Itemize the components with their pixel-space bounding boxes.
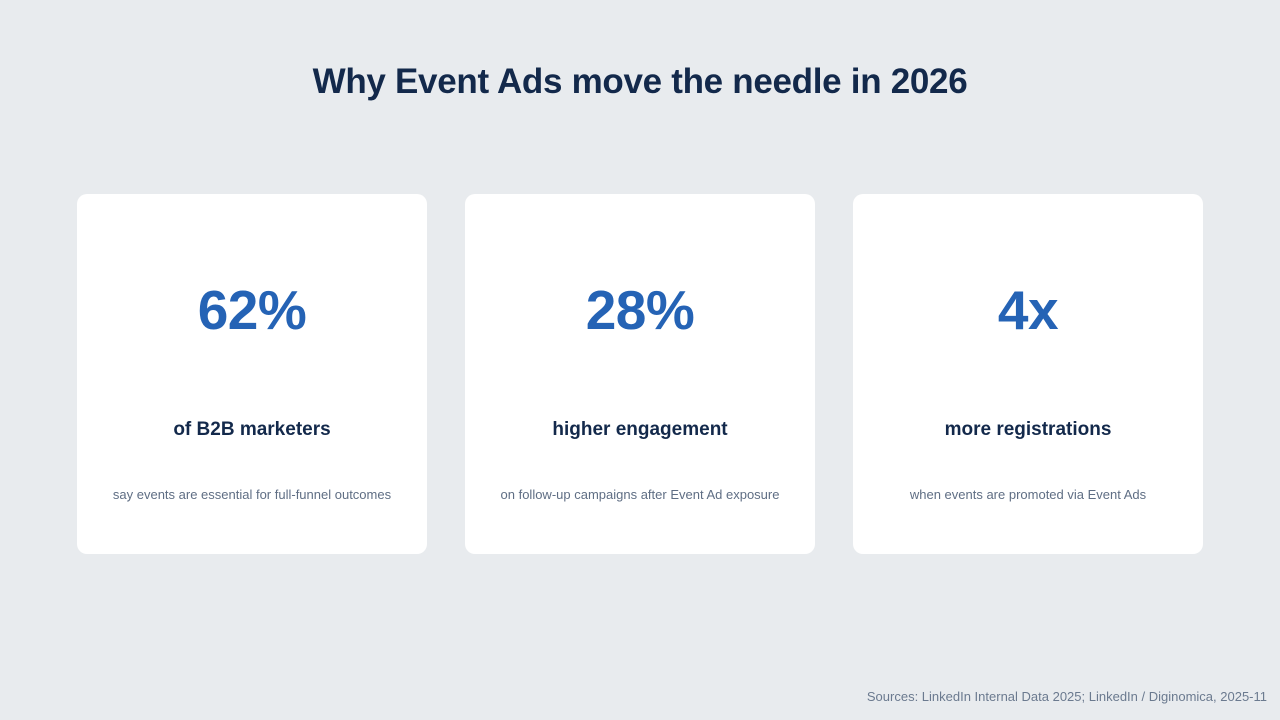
stat-description: say events are essential for full-funnel… (112, 487, 392, 502)
stat-value: 28% (585, 279, 695, 341)
sources-footnote: Sources: LinkedIn Internal Data 2025; Li… (866, 689, 1267, 704)
stat-description: on follow-up campaigns after Event Ad ex… (500, 487, 780, 502)
stat-label: more registrations (944, 419, 1112, 440)
stat-card-engagement: 28% higher engagement on follow-up campa… (465, 194, 815, 554)
slide-title: Why Event Ads move the needle in 2026 (312, 62, 968, 101)
stat-value: 62% (197, 279, 307, 341)
stat-label: higher engagement (552, 419, 728, 440)
stat-value: 4x (997, 279, 1059, 341)
stat-label: of B2B marketers (173, 419, 331, 440)
stat-card-registrations: 4x more registrations when events are pr… (853, 194, 1203, 554)
stat-description: when events are promoted via Event Ads (909, 487, 1147, 502)
stat-card-b2b-marketers: 62% of B2B marketers say events are esse… (77, 194, 427, 554)
